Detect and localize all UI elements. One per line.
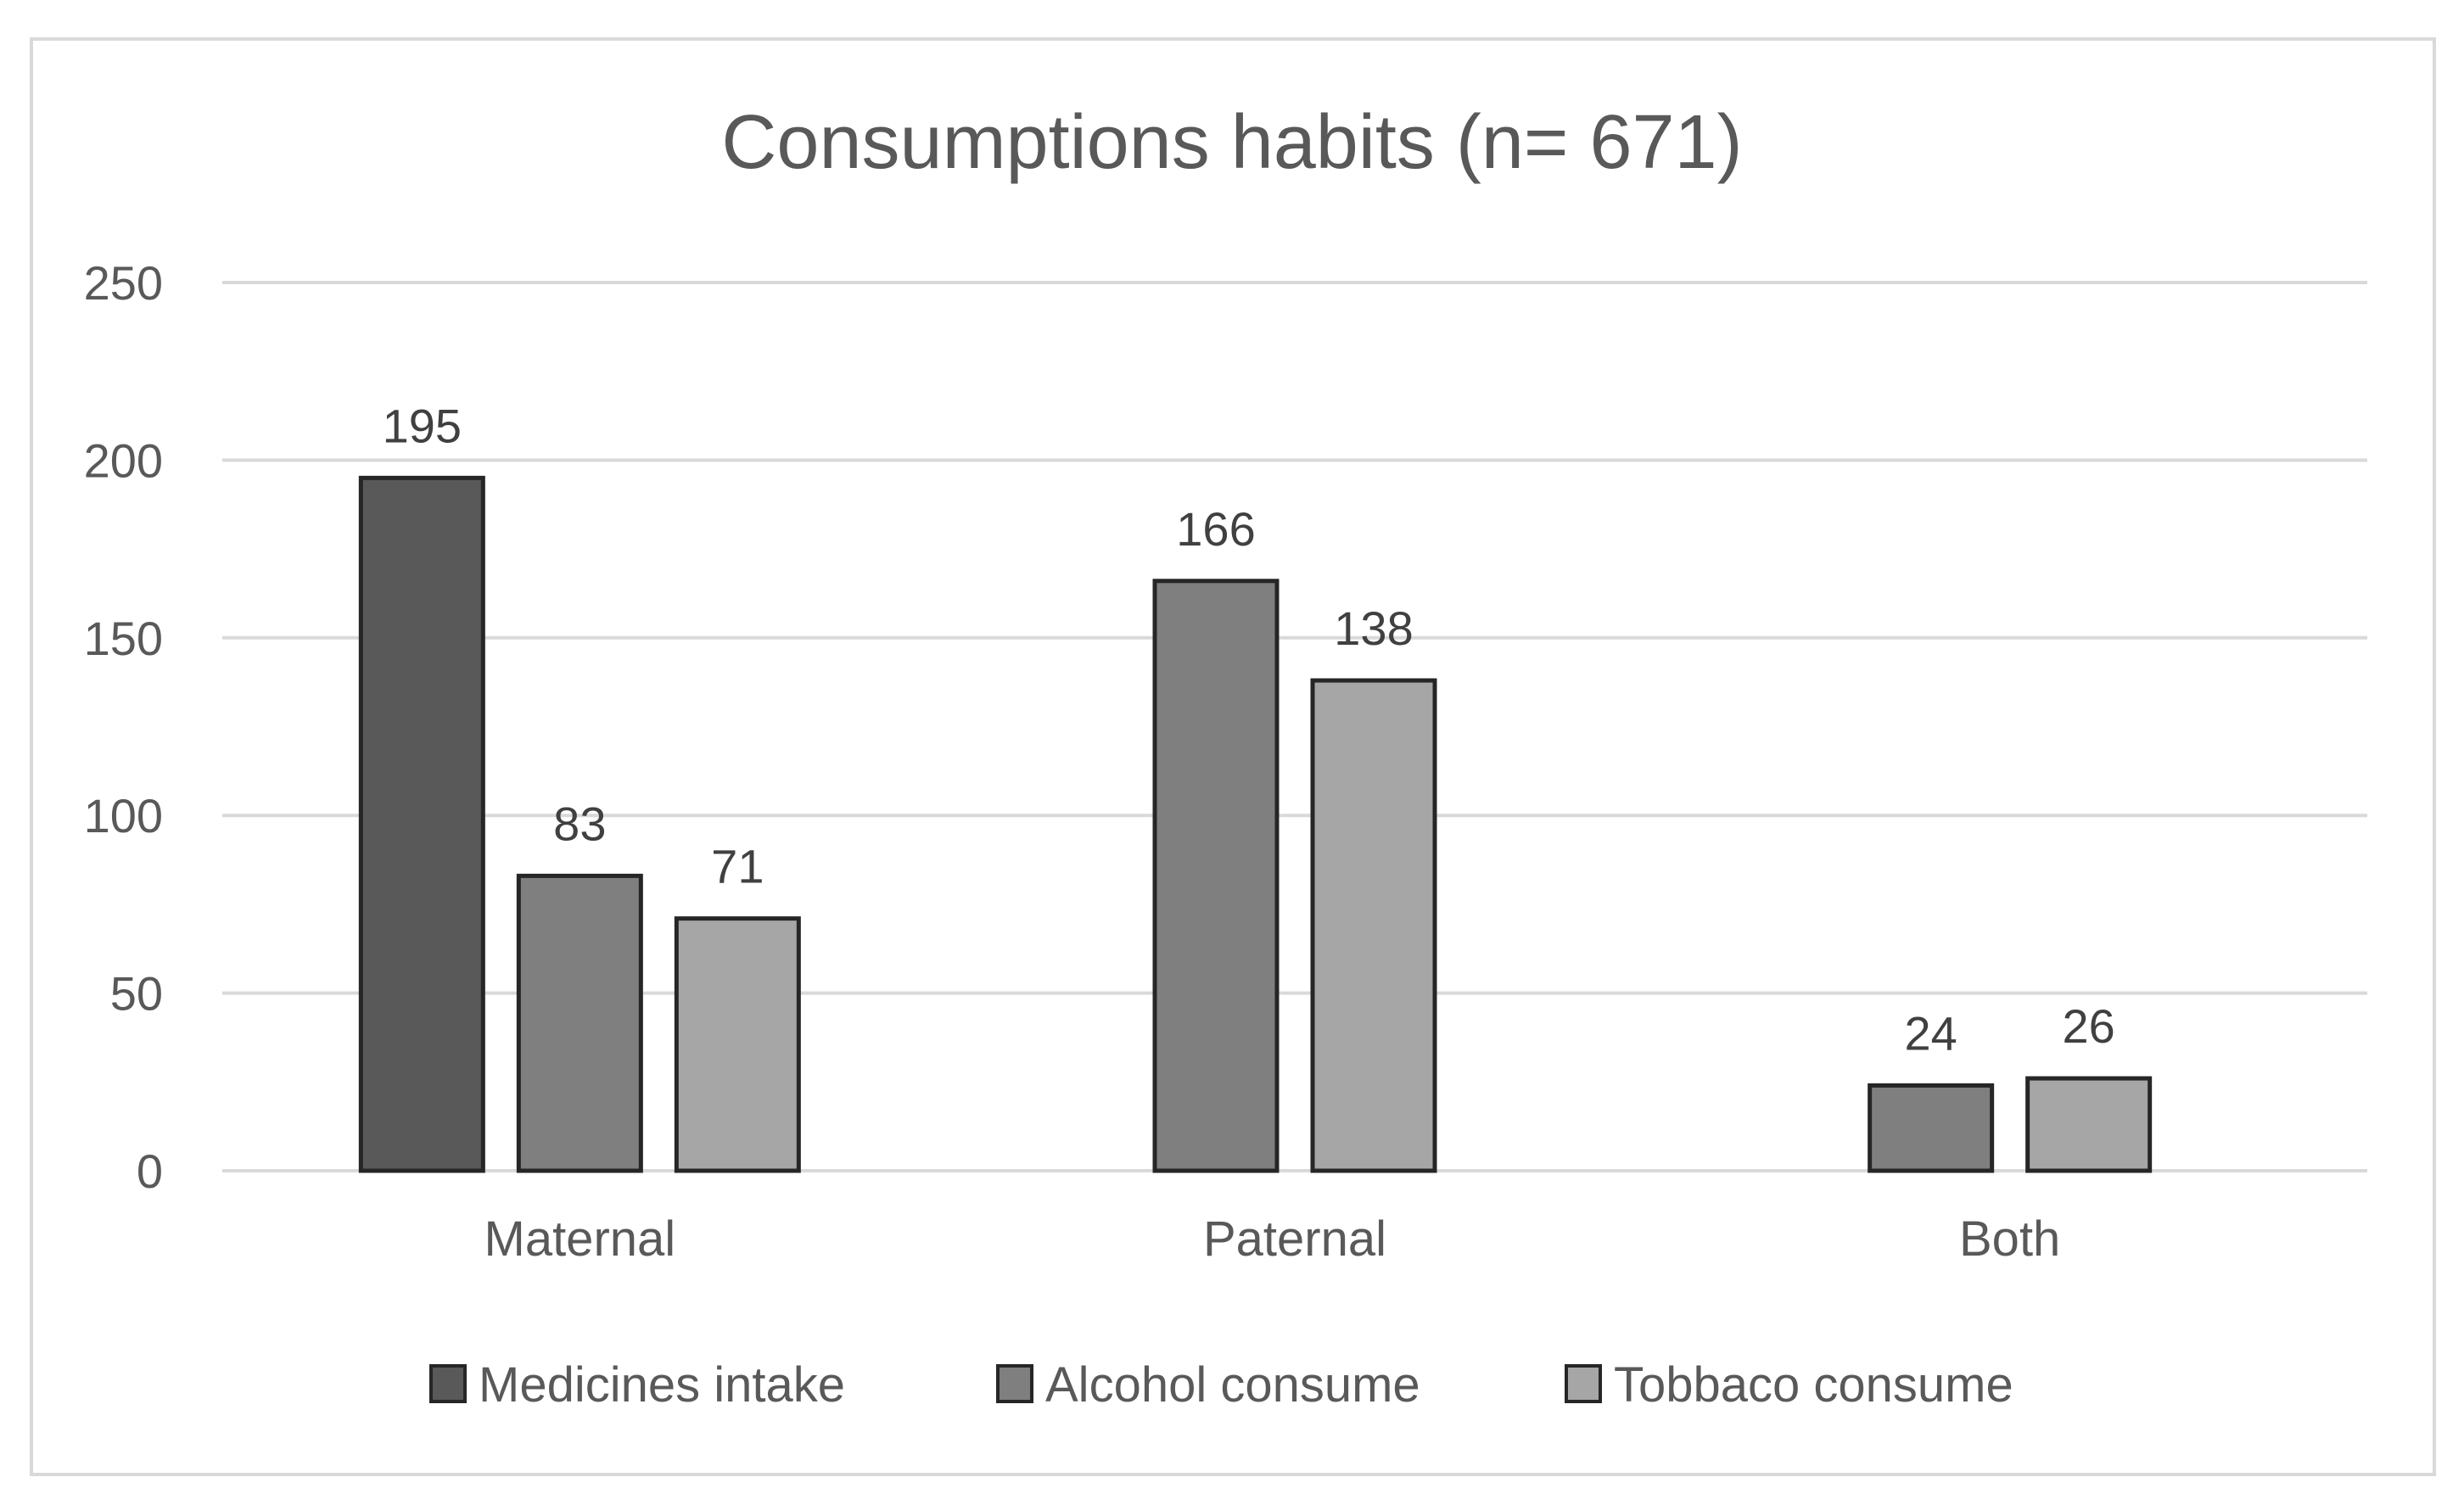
data-label: 24 (1905, 1006, 1957, 1060)
data-label: 195 (383, 399, 462, 452)
bar-both-alcohol-consume (1868, 1083, 1995, 1173)
legend-label: Alcohol consume (1045, 1357, 1420, 1413)
x-category-label: Paternal (1203, 1211, 1386, 1267)
legend-label: Medicines intake (479, 1357, 845, 1413)
y-tick-label: 250 (84, 256, 163, 310)
data-label: 138 (1334, 601, 1413, 655)
x-axis-categories: Maternal Paternal Both (484, 1211, 2061, 1267)
legend-swatch (1565, 1364, 1602, 1403)
data-labels: 195 83 71 166 138 24 26 (383, 399, 2115, 1060)
bar-maternal-tobbaco-consume (674, 916, 801, 1173)
data-label: 166 (1176, 502, 1255, 556)
bar-maternal-alcohol-consume (516, 873, 643, 1173)
bar-both-tobbaco-consume (2025, 1076, 2153, 1173)
data-label: 26 (2063, 999, 2115, 1053)
legend-item-tobbaco-consume: Tobbaco consume (1565, 1357, 2013, 1413)
bar-paternal-tobbaco-consume (1310, 678, 1437, 1173)
y-axis-ticks: 0 50 100 150 200 250 (84, 256, 163, 1198)
chart-title: Consumptions habits (n= 671) (721, 100, 1742, 185)
legend-swatch (429, 1364, 467, 1403)
bars (358, 475, 2153, 1173)
y-tick-label: 150 (84, 612, 163, 665)
x-category-label: Maternal (484, 1211, 676, 1267)
legend-item-medicines-intake: Medicines intake (429, 1357, 845, 1413)
data-label: 71 (711, 840, 764, 893)
y-tick-label: 50 (110, 967, 163, 1021)
x-category-label: Both (1959, 1211, 2060, 1267)
bar-paternal-alcohol-consume (1152, 579, 1280, 1173)
y-tick-label: 100 (84, 789, 163, 842)
legend-item-alcohol-consume: Alcohol consume (996, 1357, 1420, 1413)
legend: Medicines intake Alcohol consume Tobbaco c… (429, 1357, 2013, 1413)
legend-label: Tobbaco consume (1614, 1357, 2013, 1413)
data-label: 83 (553, 797, 606, 850)
bar-maternal-medicines-intake (358, 475, 485, 1173)
y-tick-label: 0 (137, 1144, 163, 1198)
legend-swatch (996, 1364, 1033, 1403)
y-tick-label: 200 (84, 434, 163, 487)
